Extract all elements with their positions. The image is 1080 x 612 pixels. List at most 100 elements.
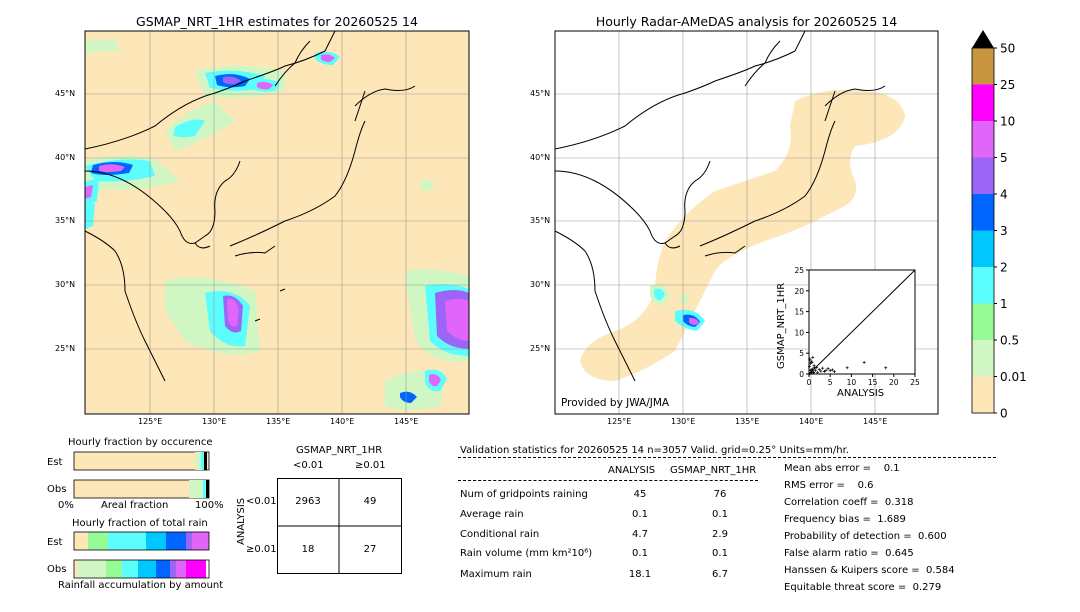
total-rain-row-obs: Obs xyxy=(47,564,67,575)
contingency-cell-false-alarm: 49 xyxy=(363,496,377,507)
colorbar-label: 0.5 xyxy=(1000,334,1019,348)
right-lon-140: 140°E xyxy=(799,417,824,426)
scatter-point xyxy=(809,368,813,372)
validation-row-gsmap: 6.7 xyxy=(712,569,728,580)
colorbar-label: 0 xyxy=(1000,407,1008,421)
occurrence-axis-right: 100% xyxy=(195,500,224,511)
left-precip-areas xyxy=(85,39,469,410)
validation-header-rule xyxy=(458,457,996,458)
contingency-title: GSMAP_NRT_1HR xyxy=(296,445,383,456)
colorbar-segment xyxy=(972,48,994,85)
contingency-col-ge: ≥0.01 xyxy=(355,460,386,471)
score-hk: Hanssen & Kuipers score = 0.584 xyxy=(784,565,955,576)
radar-coverage xyxy=(580,89,905,381)
scatter-ytick-label: 10 xyxy=(794,328,804,337)
left-lon-135: 135°E xyxy=(266,417,291,426)
left-lat-45: 45°N xyxy=(55,89,76,98)
scatter-point xyxy=(807,365,811,369)
scatter-xtick-label: 25 xyxy=(910,378,920,387)
scatter-frame xyxy=(808,269,916,375)
scatter-point xyxy=(822,370,826,374)
contingency-cell-hits: 2963 xyxy=(295,496,321,507)
occurrence-axis-left: 0% xyxy=(58,500,74,511)
total-rain-title: Hourly fraction of total rain xyxy=(72,518,208,529)
scatter-point xyxy=(815,365,819,369)
colorbar-segment xyxy=(972,376,994,413)
scatter-point xyxy=(862,360,866,364)
scatter-point xyxy=(811,355,815,359)
scatter-point xyxy=(812,371,816,375)
left-lat-25: 25°N xyxy=(55,344,76,353)
contingency-cell-correct: 27 xyxy=(363,544,377,555)
right-lat-40: 40°N xyxy=(530,153,551,162)
colorbar-label: 5 xyxy=(1000,151,1008,165)
validation-row-label: Conditional rain xyxy=(460,529,540,540)
left-lon-140: 140°E xyxy=(330,417,355,426)
scatter-diagonal xyxy=(808,269,916,375)
colorbar-segment xyxy=(972,157,994,194)
left-lat-35: 35°N xyxy=(55,216,76,225)
validation-row-gsmap: 0.1 xyxy=(712,548,728,559)
scatter-point xyxy=(828,369,832,373)
contingency-cell-miss: 18 xyxy=(301,544,315,555)
left-lon-130: 130°E xyxy=(202,417,227,426)
right-lon-145: 145°E xyxy=(863,417,888,426)
colorbar-label: 0.01 xyxy=(1000,370,1027,384)
scatter-point xyxy=(884,366,888,370)
validation-row-label: Rain volume (mm km²10⁶) xyxy=(460,548,593,559)
scatter-ytick-label: 15 xyxy=(794,308,804,317)
scatter-xlabel: ANALYSIS xyxy=(837,388,885,399)
scatter-xtick-label: 5 xyxy=(828,378,833,387)
scatter-ytick-label: 25 xyxy=(794,266,804,275)
total-rain-bars xyxy=(73,531,210,579)
scatter-point xyxy=(812,364,816,368)
right-lat-35: 35°N xyxy=(530,216,551,225)
validation-col-gsmap: GSMAP_NRT_1HR xyxy=(670,465,757,476)
score-ets: Equitable threat score = 0.279 xyxy=(784,582,942,593)
colorbar: 50 25 10 5 4 3 2 1 0.5 0.01 0 xyxy=(971,30,1027,421)
scatter-point xyxy=(808,357,812,361)
colorbar-label: 2 xyxy=(1000,261,1008,275)
contingency-grid xyxy=(277,478,402,574)
colorbar-extend-arrow xyxy=(972,30,994,48)
colorbar-segment xyxy=(972,303,994,340)
left-gridlines xyxy=(85,31,469,414)
provider-credit: Provided by JWA/JMA xyxy=(561,397,670,409)
validation-row-label: Maximum rain xyxy=(460,569,532,580)
scatter-xtick-label: 20 xyxy=(889,378,899,387)
colorbar-segment xyxy=(972,267,994,304)
colorbar-label: 3 xyxy=(1000,224,1008,238)
validation-row-gsmap: 76 xyxy=(713,489,727,500)
contingency-row-lt: <0.01 xyxy=(246,496,277,507)
score-correlation: Correlation coeff = 0.318 xyxy=(784,497,914,508)
colorbar-label: 25 xyxy=(1000,78,1015,92)
score-pod: Probability of detection = 0.600 xyxy=(784,531,947,542)
occurrence-bars xyxy=(73,451,210,499)
left-lat-30: 30°N xyxy=(55,280,76,289)
scatter-point xyxy=(817,367,821,371)
validation-row-gsmap: 2.9 xyxy=(712,529,728,540)
validation-header: Validation statistics for 20260525 14 n=… xyxy=(460,445,849,456)
total-rain-row-est: Est xyxy=(47,537,63,548)
right-lon-125: 125°E xyxy=(607,417,632,426)
validation-row-gsmap: 0.1 xyxy=(712,509,728,520)
left-lon-145: 145°E xyxy=(394,417,419,426)
contingency-col-lt: <0.01 xyxy=(293,460,324,471)
left-lat-40: 40°N xyxy=(55,153,76,162)
scatter-plot: 00 5 5 10 10 15 15 20 20 25 25 xyxy=(794,266,920,387)
scatter-point xyxy=(832,370,836,374)
right-lat-25: 25°N xyxy=(530,344,551,353)
scatter-point xyxy=(815,370,819,374)
scatter-point xyxy=(824,368,828,372)
colorbar-segment xyxy=(972,340,994,377)
occurrence-row-obs: Obs xyxy=(47,484,67,495)
scatter-point xyxy=(813,366,817,370)
colorbar-label: 4 xyxy=(1000,188,1008,202)
colorbar-label: 1 xyxy=(1000,297,1008,311)
colorbar-label: 50 xyxy=(1000,42,1015,56)
score-mae: Mean abs error = 0.1 xyxy=(784,463,900,474)
scatter-xtick-label: 15 xyxy=(868,378,878,387)
validation-row-analysis: 45 xyxy=(633,489,647,500)
scatter-xtick-label: 10 xyxy=(847,378,857,387)
left-map-title: GSMAP_NRT_1HR estimates for 20260525 14 xyxy=(136,14,418,29)
